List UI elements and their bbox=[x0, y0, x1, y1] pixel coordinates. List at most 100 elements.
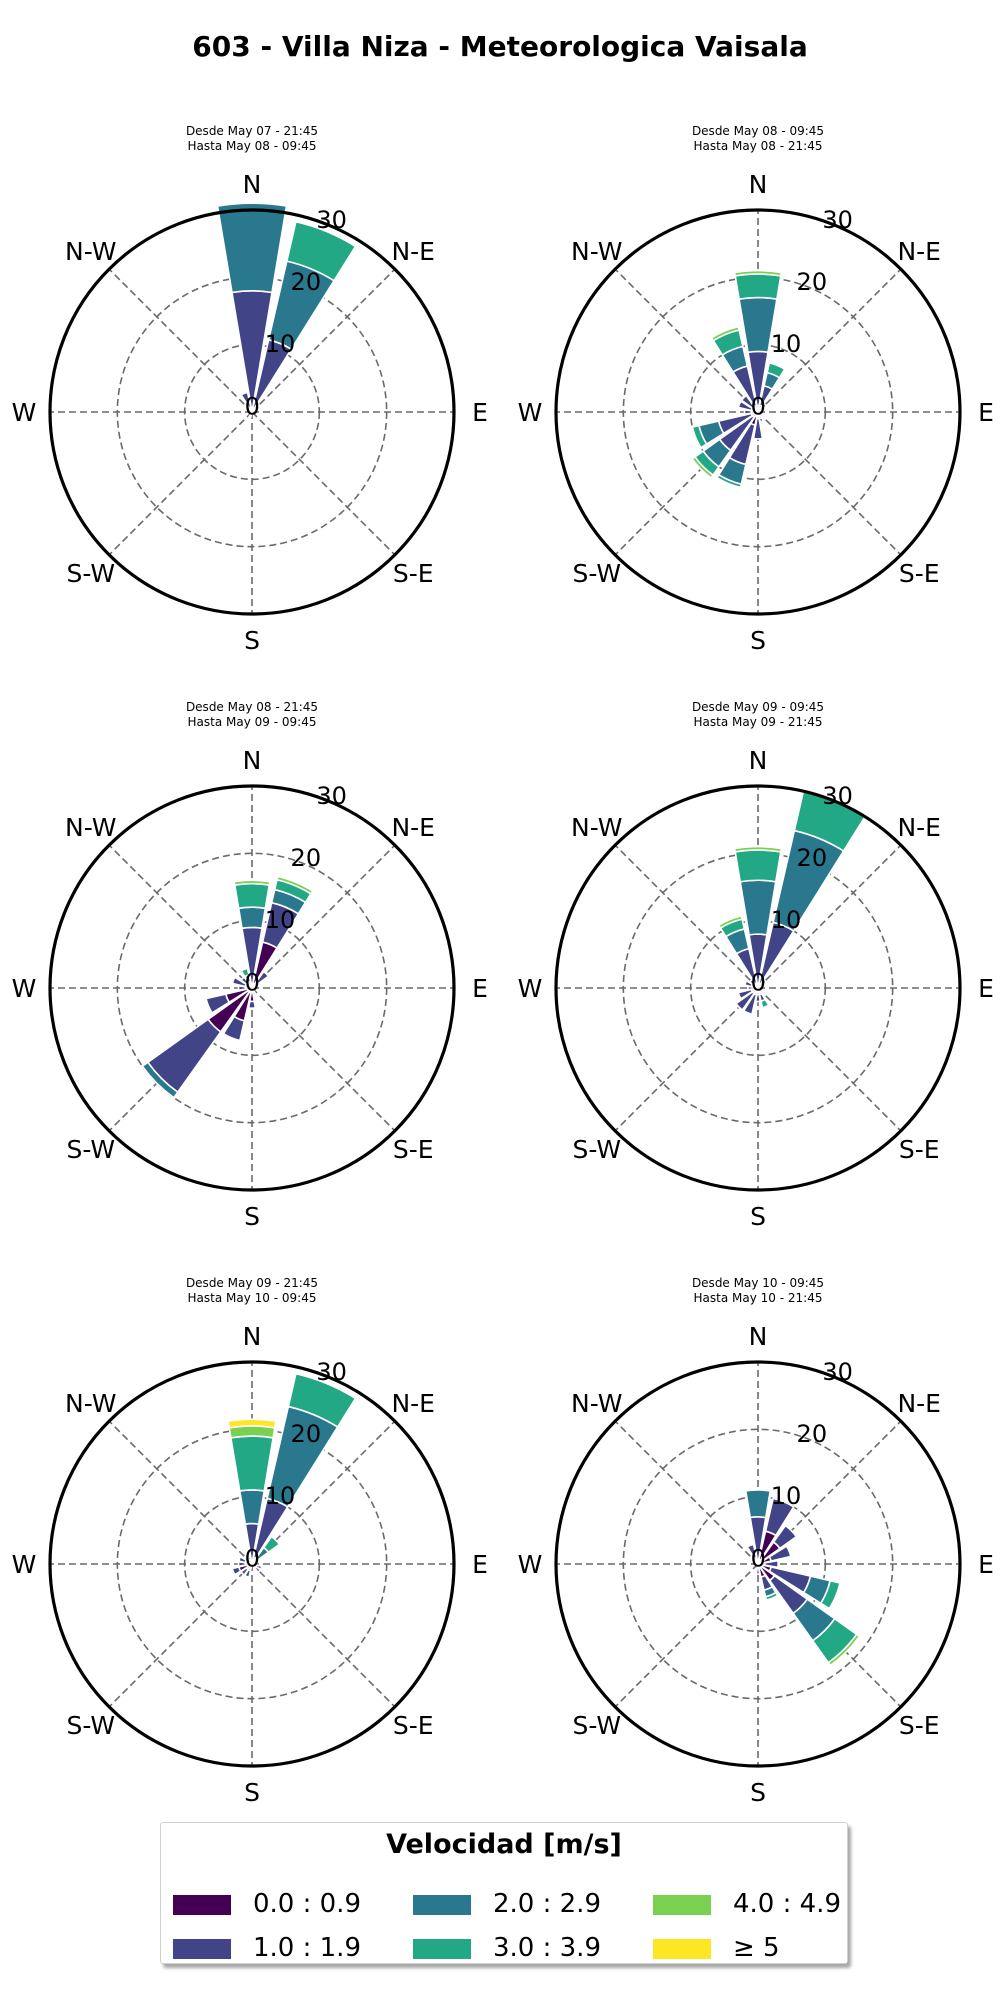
windrose-panel-2: 0 10 20 30 N N-E E S-E S S-W W N-W bbox=[518, 170, 994, 655]
radial-tick-label: 0 bbox=[751, 968, 766, 996]
radial-tick-label: 20 bbox=[797, 268, 828, 296]
radial-tick-label: 10 bbox=[265, 906, 296, 934]
outer-ring bbox=[48, 784, 456, 1192]
direction-label: N-W bbox=[65, 1389, 116, 1418]
legend-swatch bbox=[413, 1939, 471, 1959]
legend-label: 4.0 : 4.9 bbox=[733, 1889, 841, 1919]
sector-bar bbox=[743, 979, 754, 988]
sector-bar bbox=[753, 1561, 759, 1565]
sector-bar bbox=[744, 1489, 772, 1519]
direction-label: N-E bbox=[391, 237, 435, 266]
direction-label: N-W bbox=[65, 237, 116, 266]
sector-bar bbox=[287, 1372, 357, 1429]
radial-tick-label: 20 bbox=[797, 844, 828, 872]
legend-label: ≥ 5 bbox=[733, 1933, 780, 1963]
panel-3-subtitle: Desde May 08 - 21:45 Hasta May 09 - 09:4… bbox=[72, 700, 432, 730]
windrose-panel-6: 0 10 20 30 N N-E E S-E S S-W W N-W bbox=[518, 1322, 994, 1807]
sector-bar bbox=[768, 1545, 792, 1562]
sector-bar bbox=[251, 987, 257, 996]
panel-1-from: Desde May 07 - 21:45 bbox=[185, 124, 319, 138]
radial-tick-label: 20 bbox=[291, 1420, 322, 1448]
direction-label: S-W bbox=[66, 559, 115, 588]
sector-bar bbox=[758, 412, 765, 419]
panel-2-from: Desde May 08 - 09:45 bbox=[691, 124, 825, 138]
sector-bar bbox=[248, 408, 253, 413]
spoke-line bbox=[757, 987, 902, 1132]
spoke-line bbox=[108, 1420, 253, 1565]
spoke-line bbox=[251, 268, 396, 413]
direction-label: N-E bbox=[391, 813, 435, 842]
legend-swatch bbox=[173, 1939, 231, 1959]
windrose-panel-3: 0 10 20 30 N N-E E S-E S S-W W N-W bbox=[12, 746, 488, 1231]
sector-bar bbox=[758, 402, 768, 412]
grid-ring bbox=[622, 852, 894, 1124]
direction-label: N-W bbox=[571, 237, 622, 266]
sector-bar bbox=[734, 849, 782, 883]
sector-bar bbox=[141, 1061, 179, 1099]
sector-bar bbox=[733, 269, 783, 277]
direction-label: S-E bbox=[899, 559, 940, 588]
direction-label: S-E bbox=[393, 559, 434, 588]
grid-ring bbox=[116, 852, 388, 1124]
sector-bar bbox=[251, 985, 257, 989]
panel-1-subtitle: Desde May 07 - 21:45 Hasta May 08 - 09:4… bbox=[72, 124, 432, 154]
sector-bar bbox=[734, 990, 756, 1012]
radial-tick-label: 30 bbox=[316, 206, 347, 234]
direction-label: E bbox=[472, 398, 488, 427]
grid-ring bbox=[183, 343, 321, 481]
direction-label: S-W bbox=[66, 1711, 115, 1740]
radial-tick-label: 10 bbox=[265, 330, 296, 358]
radial-tick-label: 10 bbox=[265, 1482, 296, 1510]
outer-ring bbox=[554, 208, 962, 616]
sector-bar bbox=[691, 455, 715, 479]
sector-bar bbox=[733, 845, 783, 853]
sector-bar bbox=[239, 1566, 250, 1577]
sector-bar bbox=[285, 220, 357, 282]
spoke-line bbox=[108, 411, 253, 556]
sector-bar bbox=[248, 411, 253, 419]
sector-bar bbox=[740, 394, 756, 410]
outer-ring bbox=[48, 1360, 456, 1768]
direction-label: N bbox=[243, 746, 262, 775]
radial-tick-label: 30 bbox=[822, 782, 853, 810]
spoke-line bbox=[108, 1563, 253, 1708]
direction-label: S bbox=[750, 1778, 766, 1807]
legend-swatch bbox=[653, 1939, 711, 1959]
direction-label: S-W bbox=[572, 1135, 621, 1164]
direction-label: E bbox=[978, 1550, 994, 1579]
sector-bar bbox=[764, 1497, 795, 1537]
sector-bar bbox=[758, 416, 765, 423]
direction-label: S-E bbox=[393, 1135, 434, 1164]
spoke-line bbox=[614, 1563, 759, 1708]
direction-label: N-W bbox=[571, 813, 622, 842]
sector-bar bbox=[253, 1563, 263, 1571]
sector-bar bbox=[717, 914, 744, 930]
sector-bar bbox=[758, 988, 765, 995]
radial-tick-label: 0 bbox=[245, 392, 260, 420]
radial-tick-label: 0 bbox=[245, 1544, 260, 1572]
direction-label: N-E bbox=[897, 1389, 941, 1418]
radial-tick-label: 10 bbox=[771, 906, 802, 934]
direction-label: N-E bbox=[897, 237, 941, 266]
sector-bar bbox=[710, 325, 741, 342]
legend-label: 1.0 : 1.9 bbox=[253, 1933, 361, 1963]
direction-label: S-E bbox=[393, 1711, 434, 1740]
direction-label: S-E bbox=[899, 1135, 940, 1164]
panel-2-subtitle: Desde May 08 - 09:45 Hasta May 08 - 21:4… bbox=[578, 124, 938, 154]
direction-label: N-E bbox=[391, 1389, 435, 1418]
direction-label: W bbox=[12, 974, 37, 1003]
spoke-line bbox=[251, 987, 396, 1132]
direction-label: S bbox=[244, 1202, 260, 1231]
sector-bar bbox=[247, 1556, 253, 1563]
sector-bar bbox=[243, 1568, 252, 1579]
panel-4-to: Hasta May 09 - 21:45 bbox=[693, 715, 823, 729]
spoke-line bbox=[251, 844, 396, 989]
outer-ring bbox=[48, 208, 456, 616]
sector-bar bbox=[772, 1524, 798, 1550]
spoke-line bbox=[251, 1563, 396, 1708]
windrose-panel-4: 0 10 20 30 N N-E E S-E S S-W W N-W bbox=[518, 746, 994, 1231]
radial-tick-label: 0 bbox=[751, 1544, 766, 1572]
panel-3-to: Hasta May 09 - 09:45 bbox=[187, 715, 317, 729]
direction-label: W bbox=[12, 398, 37, 427]
spoke-line bbox=[757, 268, 902, 413]
